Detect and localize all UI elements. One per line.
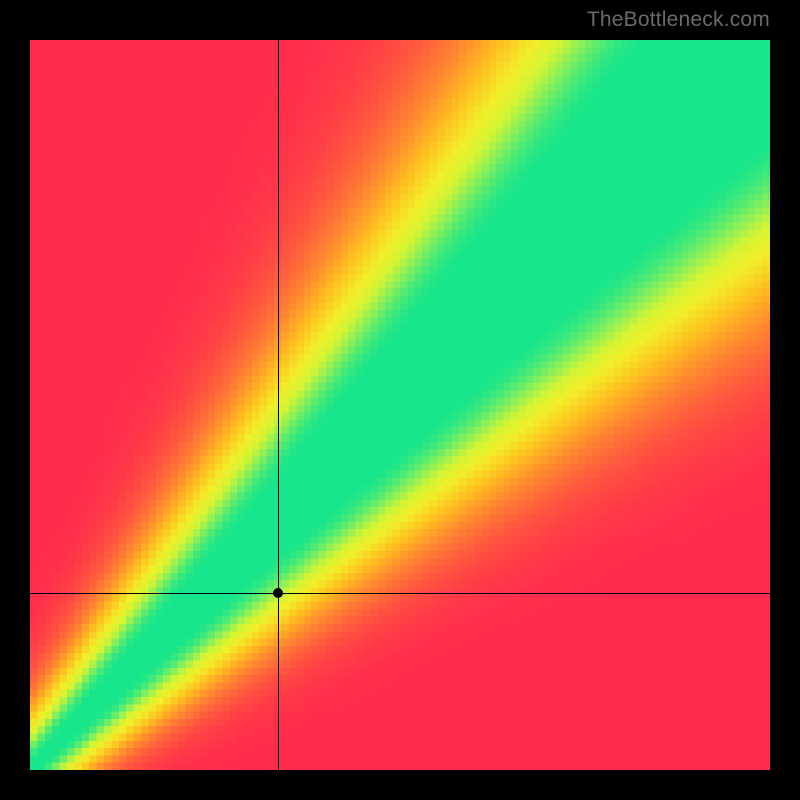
crosshair-horizontal — [30, 593, 770, 594]
watermark-text: TheBottleneck.com — [587, 8, 770, 32]
crosshair-vertical — [278, 40, 279, 770]
heatmap-canvas — [30, 40, 770, 770]
chart-frame: TheBottleneck.com — [0, 0, 800, 800]
crosshair-marker — [273, 588, 283, 598]
heatmap-plot-area — [30, 40, 770, 770]
